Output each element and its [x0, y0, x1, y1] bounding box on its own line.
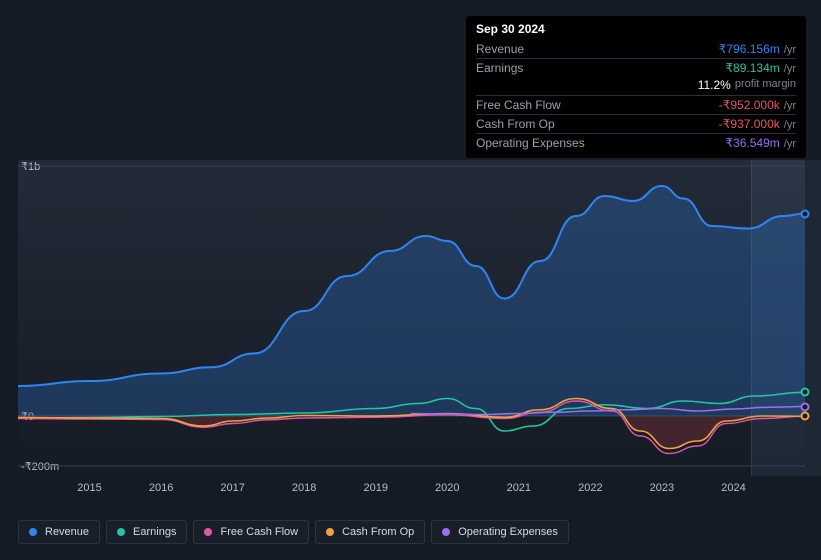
hover-marker-earnings [801, 388, 810, 397]
x-tick-label: 2017 [220, 482, 244, 494]
hover-marker-revenue [801, 209, 810, 218]
chart-svg [18, 160, 805, 476]
x-tick-label: 2019 [363, 482, 387, 494]
tooltip-row-earnings: Earnings₹89.134m/yr [476, 58, 796, 77]
legend-swatch [204, 528, 212, 536]
x-tick-label: 2015 [77, 482, 101, 494]
x-tick-label: 2020 [435, 482, 459, 494]
tooltip-date: Sep 30 2024 [476, 22, 796, 36]
legend-swatch [326, 528, 334, 536]
hover-marker-opex [801, 402, 810, 411]
hover-marker-cfo [801, 412, 810, 421]
x-tick-label: 2023 [650, 482, 674, 494]
legend-item-opex[interactable]: Operating Expenses [431, 520, 569, 544]
legend-label: Operating Expenses [458, 526, 558, 538]
tooltip-row-cfo: Cash From Op-₹937.000k/yr [476, 114, 796, 133]
legend-label: Free Cash Flow [220, 526, 298, 538]
chart-tooltip: Sep 30 2024 Revenue₹796.156m/yrEarnings₹… [466, 16, 806, 158]
legend-swatch [442, 528, 450, 536]
x-tick-label: 2016 [149, 482, 173, 494]
x-tick-label: 2018 [292, 482, 316, 494]
legend-item-earnings[interactable]: Earnings [106, 520, 187, 544]
tooltip-row-opex: Operating Expenses₹36.549m/yr [476, 133, 796, 152]
tooltip-row-revenue: Revenue₹796.156m/yr [476, 40, 796, 58]
x-tick-label: 2021 [507, 482, 531, 494]
legend-label: Earnings [133, 526, 176, 538]
x-tick-label: 2024 [721, 482, 745, 494]
tooltip-row-fcf: Free Cash Flow-₹952.000k/yr [476, 95, 796, 114]
legend-swatch [29, 528, 37, 536]
legend-item-revenue[interactable]: Revenue [18, 520, 100, 544]
tooltip-sub-margin_sub: 11.2%profit margin [476, 77, 796, 95]
legend-item-cfo[interactable]: Cash From Op [315, 520, 425, 544]
legend-label: Revenue [45, 526, 89, 538]
chart-legend: Revenue Earnings Free Cash Flow Cash From O… [18, 520, 569, 544]
legend-swatch [117, 528, 125, 536]
legend-label: Cash From Op [342, 526, 414, 538]
legend-item-fcf[interactable]: Free Cash Flow [193, 520, 309, 544]
x-tick-label: 2022 [578, 482, 602, 494]
x-axis: 2015 2016 2017 2018 2019 2020 2021 2022 2023 2024 [18, 482, 805, 498]
